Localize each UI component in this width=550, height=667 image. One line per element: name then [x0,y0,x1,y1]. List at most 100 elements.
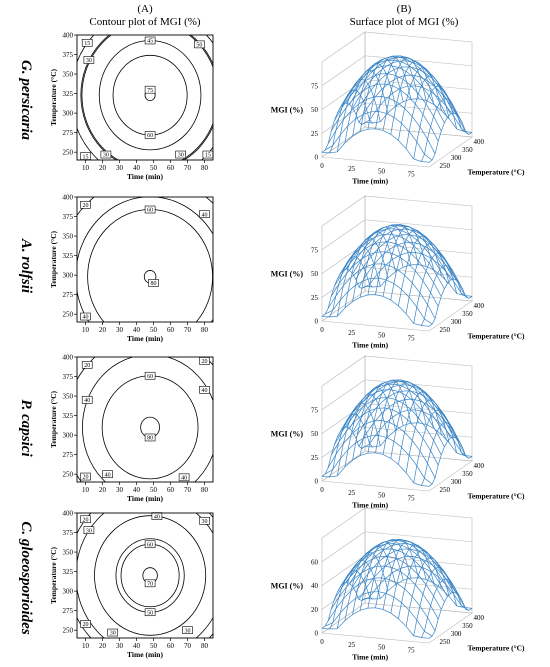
contour-label: 45 [147,39,153,45]
x-tick-label: 25 [348,489,356,497]
z-tick-label: 0 [315,318,319,326]
contour-label: 30 [103,153,109,159]
contour-label: 50 [147,610,153,616]
contour-label: 75 [147,88,153,94]
contour-label: 30 [185,628,191,634]
surface-grid-line [321,294,430,327]
y-tick-label: 325 [63,252,74,260]
z-tick-label: 25 [311,130,319,138]
surface-grid-line [421,98,465,162]
contour-label-box [182,626,193,634]
contour-label-box [199,386,210,394]
z-tick-label: 25 [311,454,319,462]
y-tick-label: 400 [63,510,74,518]
contour-label-box [199,210,210,218]
x-tick-label: 50 [150,486,158,494]
contour-label: 20 [83,622,89,628]
x-tick-label: 70 [184,642,192,650]
surface-grid-line [421,422,465,486]
surface-grid-line [398,391,442,465]
surface-grid-line [358,74,467,133]
surface-grid-line [355,66,464,125]
contour-line [82,357,213,482]
surface-grid-line [413,85,458,160]
x-tick-label: 60 [167,326,175,334]
x-tick-label: 10 [82,642,90,650]
contour-label: 70 [147,582,153,588]
surface-grid-line [405,399,450,473]
plot-frame [76,512,214,639]
x-axis-label: Time (min) [352,341,388,350]
y-tick-label: 350 [63,233,74,241]
y-tick-label: 300 [451,630,462,638]
x-tick-label: 10 [82,486,90,494]
contour-label-box [144,36,156,45]
contour-label-box [175,150,186,159]
z-tick-label: 75 [311,406,319,414]
y-tick-label: 375 [63,373,74,381]
x-tick-label: 20 [99,164,107,172]
z-tick-label: 20 [311,606,319,614]
surface-mesh [321,538,473,639]
x-tick-label: 30 [116,326,124,334]
surface-grid-line [324,591,433,637]
contour-line [81,35,213,160]
x-tick-label: 80 [201,486,209,494]
surface-grid-line [364,577,473,609]
contour-line [101,375,199,480]
y-tick-label: 375 [63,529,74,537]
surface-grid-line [336,402,381,476]
species-labels: G. persicaria A. rolfsii P. capsici C. g… [18,60,34,635]
x-tick-label: 30 [116,164,124,172]
contour-label: 40 [202,388,208,394]
contour-line [115,538,185,613]
x-axis-label: Time (min) [352,501,388,510]
floor [321,126,473,168]
contour-label-box [144,371,156,380]
x-tick-label: 0 [320,638,324,646]
contour-line [94,515,207,636]
contour-label: 30 [202,519,208,525]
z-tick-label: 0 [315,154,319,162]
x-tick-label: 25 [348,165,356,173]
contour-label: 20 [83,203,89,209]
surface-grid-line [364,264,473,297]
contour-label: 40 [105,472,111,478]
y-tick-label: 300 [63,588,74,596]
species-label: A. rolfsii [18,238,34,294]
y-tick-label: 400 [473,614,484,622]
surface-grid-line [355,390,464,449]
x-tick-label: 20 [99,642,107,650]
wall-grid-line [364,55,473,67]
y-tick-label: 350 [462,470,473,478]
contour-label: 40 [202,212,208,218]
y-axis-label: Temperature (°C) [468,644,525,653]
surface-grid-line [346,224,454,280]
x-tick-label: 40 [133,164,141,172]
contour-label-box [144,131,156,139]
surface-mesh [321,55,473,163]
contour-label-box [81,39,93,47]
x-tick-label: 70 [184,486,192,494]
y-tick-label: 325 [63,568,74,576]
surface-grid-line [413,409,458,484]
surface-walls [321,195,473,332]
column-b-title: Surface plot of MGI (%) [350,16,459,28]
contour-label-box [81,396,93,404]
x-tick-label: 75 [408,170,416,178]
wall-grid-line [321,55,366,86]
contour-label-box [83,56,95,64]
wall-grid-line [364,219,473,231]
y-tick-label: 250 [440,162,451,170]
contour-label: 20 [202,359,208,365]
wall-grid-line [321,531,366,562]
surface-grid-line [398,67,442,141]
contour-label-box [80,515,91,524]
surface-grid-line [361,252,470,299]
surface-grid-line [428,591,473,639]
y-axis-label: Temperature (°C) [49,391,58,448]
plot-frame [76,356,214,483]
y-tick-label: 300 [451,318,462,326]
contour-line [120,543,180,608]
